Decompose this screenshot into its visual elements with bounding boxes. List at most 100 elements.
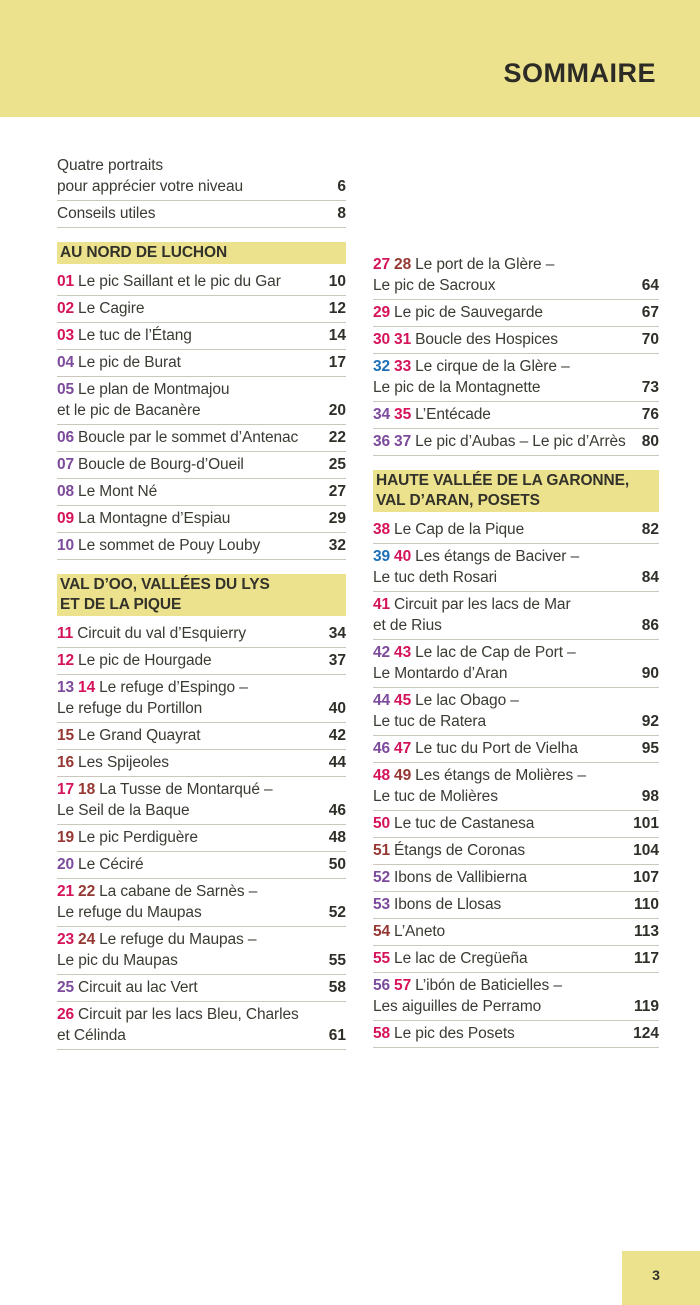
route-number: 25 [57,979,75,996]
route-number: 55 [373,950,391,967]
route-title: La Montagne d’Espiau [78,510,231,527]
toc-entry-text: 51 Étangs de Coronas [373,840,525,861]
toc-entry: 48 49 Les étangs de Molières – Le tuc de M… [373,763,659,811]
toc-entry: 13 14 Le refuge d’Espingo – Le refuge du P… [57,675,346,723]
route-title: La Tusse de Montarqué – Le Seil de la Ba… [57,781,273,819]
page-ref: 110 [633,896,659,913]
route-title: Le lac Obago – Le tuc de Ratera [373,692,519,730]
route-title: Circuit par les lacs Bleu, Charles et Cé… [57,1006,299,1044]
route-title: Boucle des Hospices [415,331,558,348]
toc-entry: 08 Le Mont Né 27 [57,479,346,506]
page-ref: 34 [328,625,346,642]
route-title: Le refuge d’Espingo – Le refuge du Porti… [57,679,248,717]
toc-entry-text: 13 14 Le refuge d’Espingo – Le refuge du P… [57,677,248,719]
page-ref: 10 [328,273,346,290]
route-number: 45 [394,692,412,709]
section-heading: HAUTE VALLÉE DE LA GARONNE, VAL D’ARAN, … [373,470,659,512]
route-title: Le tuc de l’Étang [78,327,192,344]
toc-entry-text: 39 40 Les étangs de Baciver – Le tuc deth … [373,546,579,588]
route-title: Le port de la Glère – Le pic de Sacroux [373,256,555,294]
page-ref: 48 [328,829,346,846]
route-number: 54 [373,923,391,940]
route-title: La cabane de Sarnès – Le refuge du Maupa… [57,883,258,921]
page-ref: 90 [641,665,659,682]
route-number: 10 [57,537,75,554]
toc-entry-text: 10 Le sommet de Pouy Louby [57,535,260,556]
toc-entry: 55 Le lac de Cregüeña 117 [373,946,659,973]
page-ref: 84 [641,569,659,586]
toc-entry: 11 Circuit du val d’Esquierry 34 [57,621,346,648]
route-title: Le lac de Cap de Port – Le Montardo d’Ar… [373,644,576,682]
route-number: 41 [373,596,391,613]
toc-entry: 19 Le pic Perdiguère 48 [57,825,346,852]
route-title: L’Aneto [394,923,446,940]
toc-entry-text: 07 Boucle de Bourg-d’Oueil [57,454,244,475]
toc-entry-text: 41 Circuit par les lacs de Mar et de Rius [373,594,571,636]
route-number: 46 [373,740,391,757]
route-number: 48 [373,767,391,784]
toc-entry-text: 01 Le pic Saillant et le pic du Gar [57,271,281,292]
page-ref: 98 [641,788,659,805]
route-number: 34 [373,406,391,423]
toc-entry-text: 32 33 Le cirque de la Glère – Le pic de la… [373,356,570,398]
route-number: 12 [57,652,75,669]
route-number: 43 [394,644,412,661]
route-title: L’ibón de Baticielles – Les aiguilles de… [373,977,562,1015]
route-title: Le pic d’Aubas – Le pic d’Arrès [415,433,626,450]
route-number: 01 [57,273,75,290]
toc-entry-text: 34 35 L’Entécade [373,404,491,425]
route-number: 05 [57,381,75,398]
route-title: Le pic des Posets [394,1025,515,1042]
toc-entry: 10 Le sommet de Pouy Louby 32 [57,533,346,560]
toc-entry-text: 30 31 Boucle des Hospices [373,329,558,350]
route-title: Le Cagire [78,300,145,317]
route-number: 39 [373,548,391,565]
route-number: 42 [373,644,391,661]
toc-entry-text: 04 Le pic de Burat [57,352,181,373]
route-number: 49 [394,767,412,784]
header-band: SOMMAIRE [0,0,700,117]
route-number: 30 [373,331,391,348]
page-ref: 95 [641,740,659,757]
toc-entry-text: 48 49 Les étangs de Molières – Le tuc de M… [373,765,586,807]
route-number: 08 [57,483,75,500]
page-ref: 58 [328,979,346,996]
route-number: 22 [78,883,96,900]
route-title: Le pic Perdiguère [78,829,198,846]
route-number: 15 [57,727,75,744]
toc-entry-text: 23 24 Le refuge du Maupas – Le pic du Maup… [57,929,257,971]
route-number: 07 [57,456,75,473]
route-number: 21 [57,883,75,900]
route-number: 31 [394,331,412,348]
toc-entry: 06 Boucle par le sommet d’Antenac 22 [57,425,346,452]
toc-entry: 03 Le tuc de l’Étang 14 [57,323,346,350]
toc-entry-text: 26 Circuit par les lacs Bleu, Charles et … [57,1004,299,1046]
toc-entry-text: 09 La Montagne d’Espiau [57,508,230,529]
route-title: Le sommet de Pouy Louby [78,537,261,554]
toc-entry: Quatre portraits pour apprécier votre ni… [57,153,346,201]
route-number: 38 [373,521,391,538]
route-number: 06 [57,429,75,446]
toc-entry-text: 36 37 Le pic d’Aubas – Le pic d’Arrès [373,431,626,452]
page-ref: 117 [633,950,659,967]
page-ref: 6 [337,178,346,195]
toc-entry: 54 L’Aneto 113 [373,919,659,946]
route-number: 13 [57,679,75,696]
route-title: Le cirque de la Glère – Le pic de la Mon… [373,358,570,396]
route-number: 11 [57,625,74,642]
toc-entry-text: 17 18 La Tusse de Montarqué – Le Seil de l… [57,779,273,821]
toc-entry-text: 25 Circuit au lac Vert [57,977,198,998]
route-number: 44 [373,692,391,709]
page-ref: 32 [328,537,346,554]
route-number: 51 [373,842,391,859]
route-number: 50 [373,815,391,832]
route-title: Le pic de Burat [78,354,181,371]
toc-entry-text: 11 Circuit du val d’Esquierry [57,623,246,644]
route-title: Les étangs de Molières – Le tuc de Moliè… [373,767,586,805]
toc-entry: 05 Le plan de Montmajou et le pic de Baca… [57,377,346,425]
route-number: 32 [373,358,391,375]
page-ref: 37 [328,652,346,669]
route-title: Les étangs de Baciver – Le tuc deth Rosa… [373,548,580,586]
toc-entry-text: Quatre portraits pour apprécier votre ni… [57,155,243,197]
toc-entry-text: 19 Le pic Perdiguère [57,827,198,848]
